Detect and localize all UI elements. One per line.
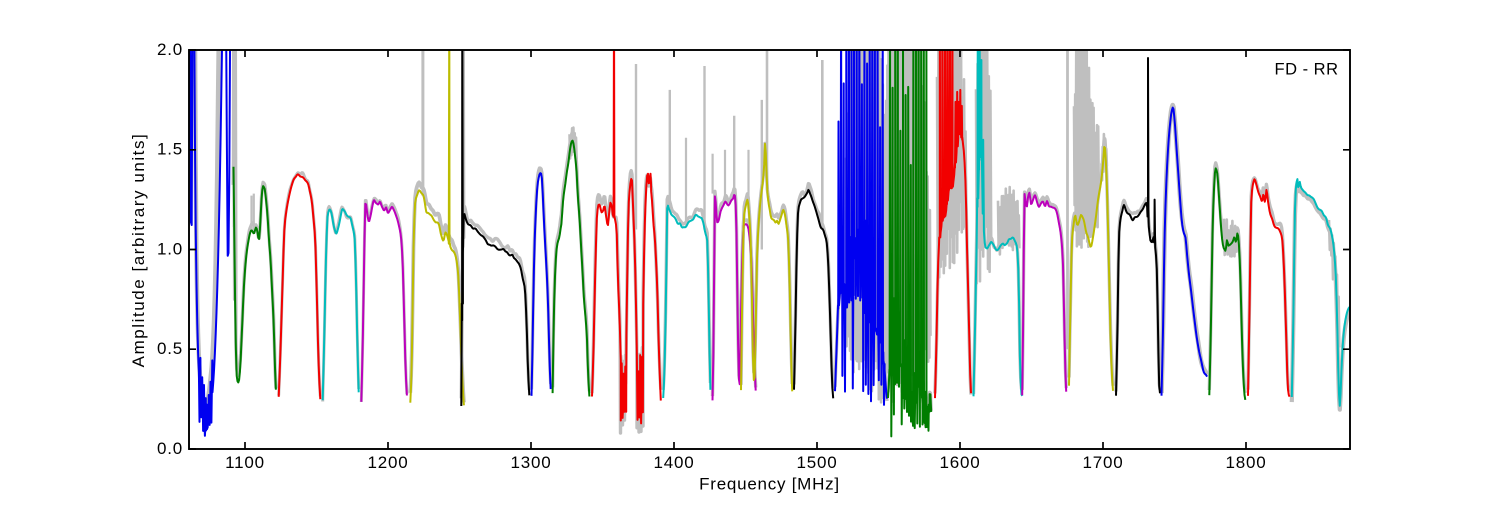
svg-text:1600: 1600 bbox=[939, 453, 980, 472]
svg-text:1800: 1800 bbox=[1225, 453, 1266, 472]
svg-text:1200: 1200 bbox=[367, 453, 408, 472]
svg-text:1400: 1400 bbox=[653, 453, 694, 472]
svg-text:0.0: 0.0 bbox=[157, 439, 183, 458]
svg-text:Frequency [MHz]: Frequency [MHz] bbox=[699, 475, 840, 494]
svg-text:1700: 1700 bbox=[1082, 453, 1123, 472]
svg-text:1100: 1100 bbox=[225, 453, 265, 472]
svg-text:1500: 1500 bbox=[796, 453, 837, 472]
svg-text:0.5: 0.5 bbox=[157, 339, 183, 358]
svg-text:FD - RR: FD - RR bbox=[1275, 61, 1339, 79]
svg-text:1.5: 1.5 bbox=[157, 140, 183, 159]
svg-text:Amplitude [arbitrary units]: Amplitude [arbitrary units] bbox=[129, 133, 148, 368]
svg-text:2.0: 2.0 bbox=[157, 40, 183, 59]
svg-text:1300: 1300 bbox=[510, 453, 551, 472]
svg-text:1.0: 1.0 bbox=[157, 239, 183, 258]
